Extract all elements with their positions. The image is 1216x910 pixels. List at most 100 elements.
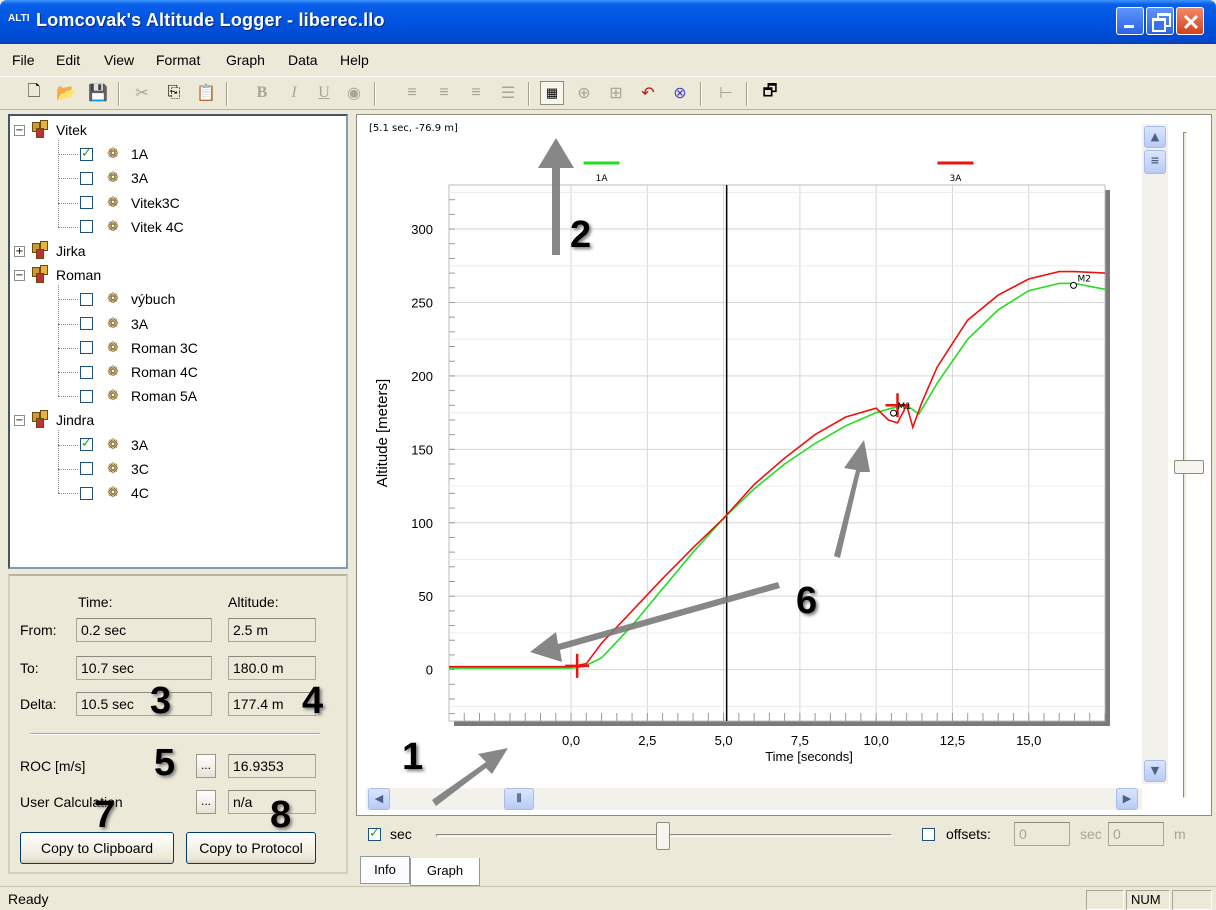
tab-graph[interactable]: Graph bbox=[410, 858, 480, 886]
flight-checkbox[interactable] bbox=[80, 292, 93, 306]
close-button[interactable] bbox=[1176, 7, 1204, 35]
toolbar-separator bbox=[700, 82, 702, 106]
tree-connector bbox=[58, 202, 78, 204]
user-calculation-button[interactable]: ... bbox=[196, 790, 216, 814]
collapse-icon[interactable]: − bbox=[14, 269, 25, 281]
align-right-icon[interactable]: ≡ bbox=[471, 84, 481, 101]
copy-icon[interactable]: ⎘ bbox=[167, 84, 181, 101]
tree-group[interactable]: − Vitek bbox=[14, 118, 87, 142]
scroll-left-icon[interactable]: ◀ bbox=[368, 788, 390, 810]
menu-format[interactable]: Format bbox=[156, 52, 201, 68]
tree-item[interactable]: ❁ 3A bbox=[80, 433, 148, 457]
legend-label: 1A bbox=[596, 174, 609, 184]
tree-item[interactable]: ❁ Roman 3C bbox=[80, 336, 198, 360]
vertical-zoom-thumb[interactable] bbox=[1174, 460, 1204, 474]
maximize-button[interactable] bbox=[1146, 7, 1174, 35]
flight-checkbox[interactable] bbox=[80, 462, 93, 476]
tree-item[interactable]: ❁ Roman 5A bbox=[80, 384, 197, 408]
flight-checkbox[interactable] bbox=[80, 389, 93, 403]
horizontal-scroll-thumb[interactable]: ⦀ bbox=[504, 788, 534, 810]
tree-group[interactable]: − Roman bbox=[14, 263, 101, 287]
tree-item[interactable]: ❁ Roman 4C bbox=[80, 360, 198, 384]
tree-group[interactable]: + Jirka bbox=[14, 239, 86, 263]
menu-view[interactable]: View bbox=[104, 52, 135, 68]
menu-help[interactable]: Help bbox=[340, 52, 369, 68]
list-icon[interactable]: ☰ bbox=[500, 85, 516, 102]
expand-icon[interactable]: + bbox=[14, 245, 25, 257]
tree-item-label: 3A bbox=[131, 436, 149, 453]
italic-icon[interactable]: I bbox=[291, 84, 297, 101]
zoom-fit-icon[interactable]: ⊗ bbox=[673, 85, 687, 102]
flight-checkbox[interactable] bbox=[80, 436, 93, 452]
cut-icon[interactable]: ✂ bbox=[135, 85, 149, 102]
tree-item[interactable]: ❁ 3A bbox=[80, 312, 148, 336]
open-icon[interactable]: 📂 bbox=[56, 85, 76, 102]
zoom-region-icon[interactable]: ⊞ bbox=[609, 85, 623, 102]
sec-checkbox[interactable] bbox=[368, 826, 381, 841]
tree-item[interactable]: ❁ výbuch bbox=[80, 287, 175, 311]
sec-label: sec bbox=[390, 826, 412, 842]
offsets-label: offsets: bbox=[946, 826, 991, 842]
flight-checkbox[interactable] bbox=[80, 220, 93, 234]
horizontal-scrollbar[interactable]: ◀ ⦀ ▶ bbox=[366, 788, 1142, 810]
save-icon[interactable]: 💾 bbox=[88, 85, 108, 102]
series-line-1A bbox=[449, 282, 1106, 669]
tree-item[interactable]: ❁ Vitek 4C bbox=[80, 215, 184, 239]
menu-graph[interactable]: Graph bbox=[226, 52, 265, 68]
annotation-5: 5 bbox=[154, 742, 176, 784]
tree-item[interactable]: ❁ Vitek3C bbox=[80, 191, 180, 215]
graph-mode-icon[interactable]: ▦ bbox=[540, 81, 564, 105]
vertical-scroll-thumb[interactable]: ≡ bbox=[1144, 150, 1166, 174]
paste-icon[interactable]: 📋 bbox=[196, 85, 216, 102]
align-center-icon[interactable]: ≡ bbox=[439, 84, 449, 101]
zoom-x-icon[interactable]: ⊕ bbox=[577, 85, 591, 102]
pilot-group-icon bbox=[30, 265, 52, 285]
graph-panel[interactable]: [5.1 sec, -76.9 m] 0,0 2,5 5,0 7,5 10,0 12,5 1… bbox=[356, 114, 1212, 816]
time-zoom-thumb[interactable] bbox=[656, 822, 670, 850]
tab-info[interactable]: Info bbox=[360, 856, 410, 884]
copy-to-protocol-button[interactable]: Copy to Protocol bbox=[186, 832, 316, 864]
toolbar-separator bbox=[746, 82, 748, 106]
altitude-chart[interactable]: 0,0 2,5 5,0 7,5 10,0 12,5 15,0 0 50 100 150 200 250 3… bbox=[357, 115, 1147, 795]
copy-to-clipboard-button[interactable]: Copy to Clipboard bbox=[20, 832, 174, 864]
collapse-icon[interactable]: − bbox=[14, 414, 25, 426]
flight-checkbox[interactable] bbox=[80, 196, 93, 210]
undo-zoom-icon[interactable]: ↶ bbox=[641, 85, 655, 102]
marker-icon[interactable]: ⊢ bbox=[719, 85, 733, 102]
tree-item[interactable]: ❁ 3A bbox=[80, 166, 148, 190]
collapse-icon[interactable]: − bbox=[14, 124, 25, 136]
new-icon[interactable]: 🗋 bbox=[27, 82, 41, 100]
flight-checkbox[interactable] bbox=[80, 146, 93, 161]
scroll-right-icon[interactable]: ▶ bbox=[1116, 788, 1138, 810]
tree-item[interactable]: ❁ 1A bbox=[80, 142, 148, 166]
flight-checkbox[interactable] bbox=[80, 365, 93, 379]
palette-icon[interactable]: ◉ bbox=[347, 85, 361, 102]
bold-icon[interactable]: B bbox=[256, 84, 268, 101]
underline-icon[interactable]: U bbox=[318, 84, 330, 101]
vertical-scrollbar[interactable]: ▲ ≡ ▼ bbox=[1142, 124, 1168, 784]
scroll-down-icon[interactable]: ▼ bbox=[1144, 760, 1166, 782]
selection-cross bbox=[565, 653, 590, 678]
flight-icon: ❁ bbox=[107, 315, 119, 332]
offsets-checkbox[interactable] bbox=[922, 828, 935, 841]
align-left-icon[interactable]: ≡ bbox=[407, 84, 417, 101]
tree-item-label: 4C bbox=[131, 485, 149, 501]
menu-file[interactable]: File bbox=[12, 52, 35, 68]
flight-checkbox[interactable] bbox=[80, 486, 93, 500]
flight-checkbox[interactable] bbox=[80, 317, 93, 331]
properties-icon[interactable]: 🗗 bbox=[762, 82, 778, 100]
offset-sec-input[interactable]: 0 bbox=[1014, 822, 1070, 846]
tree-item[interactable]: ❁ 3C bbox=[80, 457, 149, 481]
graph-controls: sec offsets: 0 sec 0 m bbox=[356, 816, 1212, 856]
tree-item[interactable]: ❁ 4C bbox=[80, 481, 149, 505]
minimize-button[interactable] bbox=[1116, 7, 1144, 35]
menu-edit[interactable]: Edit bbox=[56, 52, 81, 68]
offset-m-input[interactable]: 0 bbox=[1108, 822, 1164, 846]
toolbar-separator bbox=[374, 82, 376, 106]
flight-checkbox[interactable] bbox=[80, 171, 93, 185]
tree-group[interactable]: − Jindra bbox=[14, 408, 94, 432]
roc-options-button[interactable]: ... bbox=[196, 754, 216, 778]
flight-checkbox[interactable] bbox=[80, 341, 93, 355]
menu-data[interactable]: Data bbox=[288, 52, 318, 68]
scroll-up-icon[interactable]: ▲ bbox=[1144, 126, 1166, 148]
